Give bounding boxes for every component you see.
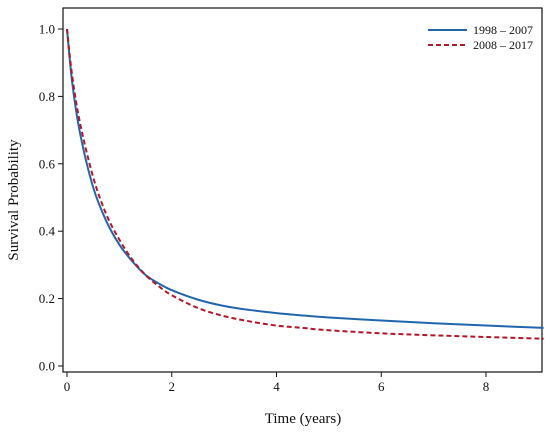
y-tick-label: 0.8 bbox=[39, 89, 55, 104]
x-tick-label: 4 bbox=[273, 379, 280, 394]
x-tick-label: 2 bbox=[169, 379, 176, 394]
y-tick-label: 0.4 bbox=[39, 224, 56, 239]
series-line-2 bbox=[66, 28, 544, 340]
x-tick-label: 8 bbox=[483, 379, 490, 394]
legend-label-1: 1998 – 2007 bbox=[473, 23, 533, 37]
series-line-1 bbox=[66, 28, 544, 329]
x-axis-label: Time (years) bbox=[265, 411, 342, 427]
y-tick-label: 0.2 bbox=[39, 291, 55, 306]
y-tick-label: 1.0 bbox=[39, 22, 55, 37]
y-axis-label: Survival Probability bbox=[6, 139, 22, 261]
y-tick-label: 0.6 bbox=[39, 156, 56, 171]
x-tick-label: 0 bbox=[64, 379, 71, 394]
x-tick-label: 6 bbox=[378, 379, 385, 394]
y-tick-label: 0.0 bbox=[39, 359, 55, 374]
legend-label-2: 2008 – 2017 bbox=[473, 38, 533, 52]
plot-frame bbox=[62, 7, 543, 373]
